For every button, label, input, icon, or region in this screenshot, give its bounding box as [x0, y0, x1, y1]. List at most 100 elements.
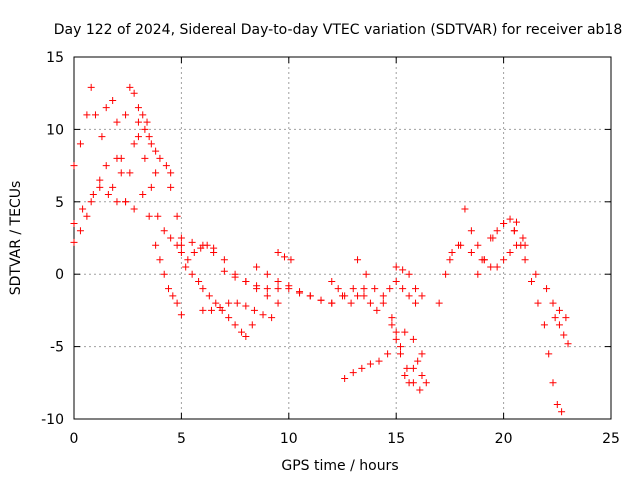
- data-point: [435, 299, 443, 307]
- data-point: [549, 379, 557, 387]
- data-point: [70, 162, 78, 170]
- data-point: [396, 350, 404, 358]
- data-point: [287, 256, 295, 264]
- data-point: [225, 314, 233, 322]
- data-point: [534, 299, 542, 307]
- data-point: [147, 140, 155, 148]
- data-point: [177, 248, 185, 256]
- data-point: [96, 183, 104, 191]
- data-point: [414, 357, 422, 365]
- data-point: [122, 111, 130, 119]
- series-track-17: [388, 314, 430, 387]
- data-point: [543, 285, 551, 293]
- data-point: [177, 234, 185, 242]
- chart-title: Day 122 of 2024, Sidereal Day-to-day VTE…: [54, 22, 623, 38]
- x-tick-label: 15: [387, 431, 405, 447]
- data-point: [231, 273, 239, 281]
- series-track-3: [70, 154, 125, 246]
- data-point: [487, 263, 495, 271]
- data-point: [216, 304, 224, 312]
- data-point: [126, 169, 134, 177]
- data-point: [141, 154, 149, 162]
- y-tick-label: 0: [55, 267, 64, 283]
- data-point: [113, 118, 121, 126]
- series-track-2: [122, 83, 175, 177]
- data-point: [334, 285, 342, 293]
- series-track-18: [392, 263, 426, 300]
- plot-frame: [73, 56, 612, 420]
- data-point: [412, 285, 420, 293]
- data-point: [253, 282, 261, 290]
- data-point: [134, 118, 142, 126]
- series-track-5: [70, 183, 121, 228]
- x-axis-label: GPS time / hours: [281, 458, 398, 474]
- data-point: [130, 205, 138, 213]
- data-point: [199, 241, 207, 249]
- data-point: [274, 277, 282, 285]
- data-point: [173, 212, 181, 220]
- data-point: [512, 218, 520, 226]
- data-point: [379, 299, 387, 307]
- data-point: [167, 183, 175, 191]
- data-point: [373, 306, 381, 314]
- data-point: [392, 277, 400, 285]
- data-point: [401, 328, 409, 336]
- data-point: [152, 147, 160, 155]
- data-point: [83, 111, 91, 119]
- data-point: [233, 299, 241, 307]
- data-point: [96, 176, 104, 184]
- data-point: [558, 408, 566, 416]
- data-point: [388, 314, 396, 322]
- series-track-22: [474, 215, 520, 278]
- x-tick-label: 10: [280, 431, 298, 447]
- data-point: [493, 227, 501, 235]
- data-point: [506, 248, 514, 256]
- data-point: [225, 299, 233, 307]
- data-point: [418, 350, 426, 358]
- data-point: [392, 335, 400, 343]
- data-point: [162, 162, 170, 170]
- data-point: [167, 234, 175, 242]
- data-point: [102, 162, 110, 170]
- data-point: [457, 241, 465, 249]
- data-point: [139, 111, 147, 119]
- series-track-4: [122, 111, 160, 206]
- series-track-9: [177, 234, 282, 307]
- data-point: [165, 285, 173, 293]
- series-track-12: [253, 263, 336, 307]
- data-point: [248, 321, 256, 329]
- y-tick-label: -10: [41, 412, 64, 428]
- data-point: [253, 263, 261, 271]
- data-point: [401, 372, 409, 380]
- data-point: [540, 321, 548, 329]
- data-point: [392, 328, 400, 336]
- data-point: [285, 285, 293, 293]
- data-point: [259, 311, 267, 319]
- data-point: [177, 241, 185, 249]
- data-point: [521, 256, 529, 264]
- data-point: [388, 321, 396, 329]
- series-track-21: [510, 227, 566, 416]
- data-point: [160, 270, 168, 278]
- x-tick-label: 20: [495, 431, 513, 447]
- data-point: [480, 256, 488, 264]
- data-point: [250, 306, 258, 314]
- data-point: [242, 332, 250, 340]
- data-point: [147, 183, 155, 191]
- data-point: [134, 104, 142, 112]
- series-track-13: [274, 248, 295, 264]
- data-point: [130, 140, 138, 148]
- data-point: [87, 198, 95, 206]
- data-point: [418, 372, 426, 380]
- data-point: [70, 220, 78, 228]
- data-point: [422, 379, 430, 387]
- data-point: [412, 299, 420, 307]
- series-track-1: [70, 83, 125, 170]
- series-track-6: [122, 191, 185, 319]
- data-point: [341, 374, 349, 382]
- data-point: [347, 299, 355, 307]
- data-point: [349, 369, 357, 377]
- data-point: [366, 360, 374, 368]
- data-point: [199, 306, 207, 314]
- data-point: [141, 125, 149, 133]
